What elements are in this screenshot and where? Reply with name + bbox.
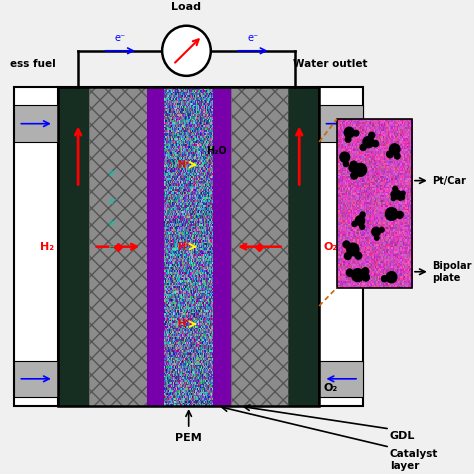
Text: GDL: GDL <box>390 431 415 441</box>
Circle shape <box>348 164 356 173</box>
Circle shape <box>372 140 379 147</box>
Bar <box>58 87 319 406</box>
Text: H⁺: H⁺ <box>178 160 191 170</box>
Text: e⁻: e⁻ <box>247 33 258 43</box>
Circle shape <box>354 163 367 177</box>
Circle shape <box>389 143 401 155</box>
Circle shape <box>342 240 350 248</box>
Text: Load: Load <box>172 2 201 12</box>
Circle shape <box>346 268 354 277</box>
Text: H₂O: H₂O <box>206 146 226 156</box>
Circle shape <box>371 227 381 237</box>
Text: H⁺: H⁺ <box>178 242 191 252</box>
Bar <box>231 87 288 406</box>
Bar <box>319 361 364 397</box>
Circle shape <box>385 271 398 283</box>
Bar <box>146 87 164 406</box>
Bar <box>319 105 364 142</box>
Circle shape <box>359 144 367 151</box>
Circle shape <box>344 127 355 138</box>
Circle shape <box>339 151 350 163</box>
Circle shape <box>350 161 358 169</box>
Circle shape <box>385 207 399 221</box>
Text: e⁻: e⁻ <box>109 169 118 178</box>
Circle shape <box>346 243 360 256</box>
Bar <box>89 87 146 406</box>
Text: O₂: O₂ <box>324 242 338 252</box>
Circle shape <box>362 273 370 282</box>
Bar <box>213 87 231 406</box>
Bar <box>58 87 89 406</box>
Text: PEM: PEM <box>175 434 202 444</box>
Bar <box>14 361 58 397</box>
Circle shape <box>353 130 359 137</box>
Circle shape <box>374 235 380 241</box>
Circle shape <box>392 186 398 192</box>
Circle shape <box>343 160 349 167</box>
Circle shape <box>381 275 388 283</box>
Text: e⁻: e⁻ <box>109 197 118 206</box>
Text: Water outlet: Water outlet <box>293 59 368 69</box>
Circle shape <box>400 195 405 201</box>
Bar <box>319 87 364 406</box>
Circle shape <box>344 252 352 260</box>
Text: H⁺: H⁺ <box>178 319 191 329</box>
Circle shape <box>351 220 358 227</box>
Circle shape <box>368 131 375 139</box>
Circle shape <box>397 195 403 201</box>
Text: ess fuel: ess fuel <box>9 59 55 69</box>
Text: e⁻: e⁻ <box>109 219 118 228</box>
Circle shape <box>386 150 393 158</box>
Text: Bipolar
plate: Bipolar plate <box>432 261 472 283</box>
Circle shape <box>392 186 399 192</box>
Bar <box>337 119 412 288</box>
Circle shape <box>359 211 366 218</box>
Text: O₂: O₂ <box>324 383 338 393</box>
Circle shape <box>345 136 352 143</box>
Text: e⁻: e⁻ <box>115 33 126 43</box>
Circle shape <box>386 151 393 158</box>
Circle shape <box>351 268 365 283</box>
Circle shape <box>359 224 365 230</box>
Circle shape <box>350 171 358 180</box>
Circle shape <box>162 26 211 76</box>
Bar <box>231 87 288 406</box>
Bar <box>14 105 58 142</box>
Circle shape <box>394 152 401 160</box>
Circle shape <box>391 190 400 200</box>
Text: e⁻: e⁻ <box>109 242 118 251</box>
Circle shape <box>361 267 370 276</box>
Circle shape <box>354 252 363 260</box>
Circle shape <box>393 190 402 200</box>
Bar <box>58 87 319 406</box>
Circle shape <box>355 215 365 226</box>
Circle shape <box>362 136 374 148</box>
Circle shape <box>400 191 406 196</box>
Circle shape <box>391 196 396 201</box>
Text: H₂: H₂ <box>40 242 54 252</box>
Circle shape <box>396 210 404 219</box>
Circle shape <box>379 227 385 233</box>
Bar <box>89 87 146 406</box>
Text: Pt/Car: Pt/Car <box>432 176 466 186</box>
Text: Catalyst
layer: Catalyst layer <box>390 449 438 471</box>
Bar <box>14 87 58 406</box>
Bar <box>288 87 319 406</box>
